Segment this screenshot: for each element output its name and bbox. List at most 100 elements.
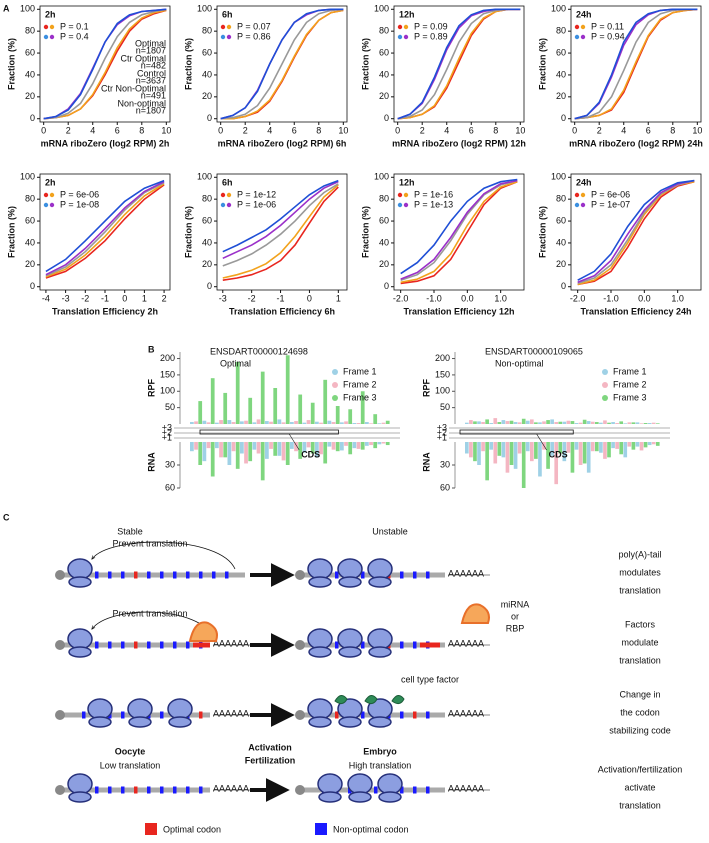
rpf-bar: [497, 422, 502, 424]
rna-bar: [562, 442, 567, 462]
y-tick-label: 60: [202, 47, 212, 57]
p-value: P = 6e-06: [60, 189, 99, 199]
annotation-dot: [397, 192, 403, 198]
gene-id: ENSDART00000109065: [485, 346, 583, 356]
codon: [95, 571, 99, 579]
rpf-bar: [198, 401, 203, 424]
y-tick-label: 40: [556, 237, 566, 247]
x-tick-label: 4: [621, 125, 626, 135]
rna-bar: [260, 442, 265, 481]
cdf-line: [577, 179, 695, 285]
y-tick-label: 20: [202, 91, 212, 101]
y-tick-label: 100: [20, 172, 35, 182]
x-tick-label: -2.0: [570, 293, 586, 303]
codon: [199, 711, 203, 719]
annotation-dot: [580, 202, 586, 208]
rpf-bar: [501, 420, 506, 424]
plot-frame: [393, 173, 525, 291]
row-description: Change in: [619, 689, 660, 699]
rpf-bar: [227, 420, 232, 424]
gene-class: Optimal: [220, 358, 251, 368]
cds-pointer: [288, 433, 300, 451]
x-tick-label: 2: [66, 125, 71, 135]
cdf-line: [222, 179, 339, 253]
annotation-dot: [397, 24, 403, 30]
rna-bar: [595, 442, 599, 452]
y-tick-label: 100: [551, 172, 566, 182]
y-tick-label: 100: [435, 386, 450, 396]
polya-tail: AAAAAA: [448, 708, 484, 718]
rpf-bar: [607, 422, 611, 424]
rna-bar: [190, 442, 194, 452]
x-tick-label: 4: [267, 125, 272, 135]
rna-bar: [202, 442, 207, 462]
x-tick-label: 8: [316, 125, 321, 135]
rpf-bar: [273, 388, 278, 424]
rpf-bar: [285, 355, 290, 424]
y-axis-label: Fraction (%): [537, 38, 547, 90]
rna-bar: [265, 442, 269, 459]
p-value: P = 0.1: [60, 21, 89, 31]
ribosome-small: [68, 576, 92, 588]
annotation-dot: [580, 192, 586, 198]
legend-dot: [602, 382, 608, 388]
rna-bar: [623, 442, 628, 458]
rpf-bar: [319, 422, 323, 424]
cdf-line: [400, 179, 518, 280]
x-tick-label: 2: [420, 125, 425, 135]
annotation-dot: [43, 34, 49, 40]
p-value: P = 1e-12: [237, 189, 276, 199]
row-description: Factors: [625, 619, 656, 629]
x-tick-label: 0.0: [461, 293, 474, 303]
rpf-bar: [558, 421, 563, 424]
cdf-line: [577, 180, 695, 286]
row-description: translation: [619, 800, 661, 810]
rna-bar: [356, 442, 361, 449]
x-axis-label: Translation Efficiency 24h: [580, 306, 691, 316]
y-tick-label: 60: [25, 47, 35, 57]
rna-bar: [655, 442, 660, 446]
codon: [160, 786, 164, 794]
rpf-bar: [517, 422, 522, 424]
axis-label: RPF: [146, 378, 156, 397]
rna-bar: [335, 442, 340, 452]
codon: [212, 571, 216, 579]
y-tick-label: 80: [379, 26, 389, 36]
ribosome-large: [337, 558, 363, 580]
ribosome-small: [368, 576, 392, 588]
rpf-bar: [252, 422, 257, 424]
rna-bar: [505, 442, 510, 473]
legend-dot: [332, 395, 338, 401]
ribosome-large: [307, 698, 333, 720]
cdf-line: [222, 183, 339, 267]
rna-bar: [603, 442, 607, 459]
legend-entry: Frame 3: [613, 392, 647, 402]
rna-bar: [373, 442, 378, 449]
codon: [134, 571, 138, 579]
cdf-line: [577, 179, 695, 281]
rna-bar: [315, 442, 319, 458]
x-tick-label: 0.0: [638, 293, 651, 303]
row-description: the codon: [620, 707, 660, 717]
codon: [361, 571, 365, 579]
x-tick-label: 2: [162, 293, 167, 303]
rna-bar: [348, 442, 353, 455]
cdf-line: [400, 179, 518, 281]
rpf-bar: [574, 423, 579, 424]
rpf-bar: [542, 421, 546, 424]
rpf-bar: [256, 419, 261, 424]
repression-note: Prevent translation: [112, 538, 187, 548]
legend-entry: Frame 2: [343, 379, 377, 389]
rpf-bar: [302, 422, 307, 424]
y-tick-label: 60: [556, 47, 566, 57]
polya-tail: AAAAAA: [213, 783, 249, 793]
axis-label: RPF: [421, 378, 431, 397]
codon: [134, 641, 138, 649]
y-tick-label: 60: [379, 47, 389, 57]
cdf-line: [400, 178, 518, 275]
cds-label: CDS: [301, 449, 320, 459]
y-tick-label: 0: [561, 113, 566, 123]
rpf-bar: [513, 422, 518, 424]
rna-bar: [327, 442, 332, 447]
rpf-bar: [562, 421, 567, 424]
